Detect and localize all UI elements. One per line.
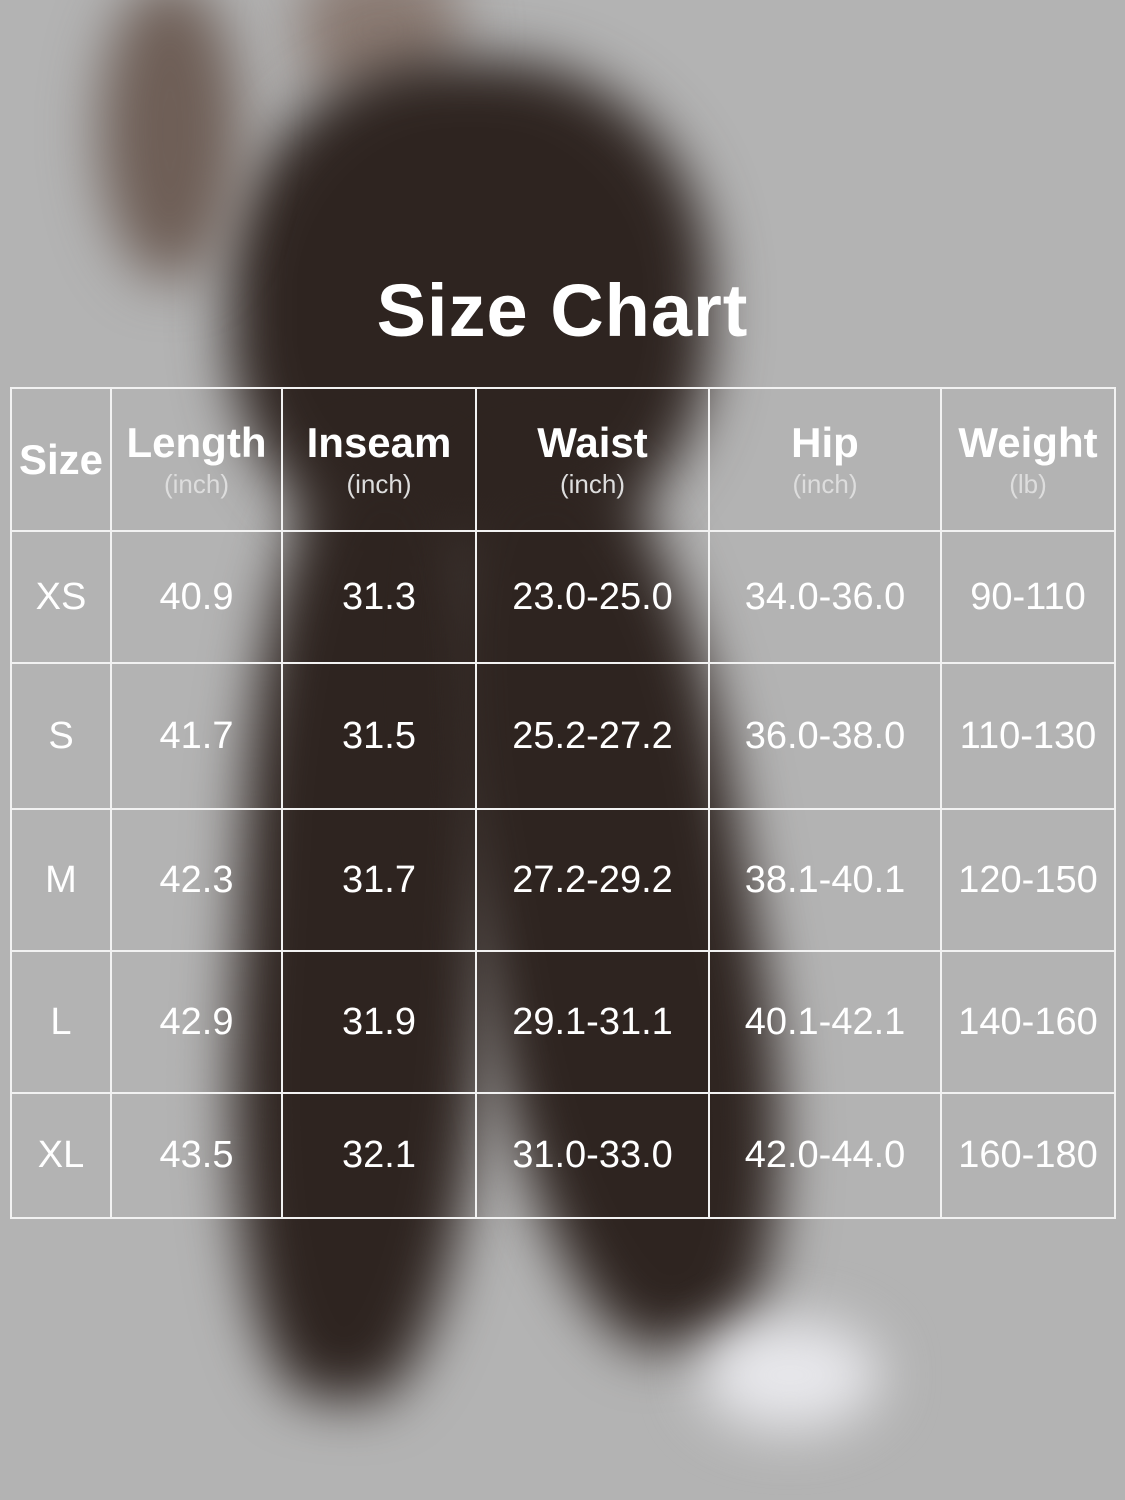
cell-size: XL bbox=[10, 1092, 112, 1219]
column-header-length: Length (inch) bbox=[110, 387, 283, 532]
page-title: Size Chart bbox=[376, 269, 749, 352]
cell-waist: 23.0-25.0 bbox=[475, 530, 710, 664]
table-row: M 42.3 31.7 27.2-29.2 38.1-40.1 120-150 bbox=[10, 808, 1116, 952]
cell-size: L bbox=[10, 950, 112, 1094]
cell-hip: 36.0-38.0 bbox=[708, 662, 942, 810]
column-header-inseam: Inseam (inch) bbox=[281, 387, 477, 532]
cell-length: 43.5 bbox=[110, 1092, 283, 1219]
cell-inseam: 31.5 bbox=[281, 662, 477, 810]
cell-waist: 25.2-27.2 bbox=[475, 662, 710, 810]
table-row: S 41.7 31.5 25.2-27.2 36.0-38.0 110-130 bbox=[10, 662, 1116, 810]
column-unit: (lb) bbox=[1009, 469, 1047, 499]
cell-hip: 40.1-42.1 bbox=[708, 950, 942, 1094]
column-header-hip: Hip (inch) bbox=[708, 387, 942, 532]
header-row: Size Length (inch) Inseam (inch) Waist (inch) H… bbox=[10, 387, 1116, 532]
cell-weight: 110-130 bbox=[940, 662, 1116, 810]
cell-hip: 34.0-36.0 bbox=[708, 530, 942, 664]
column-unit: (inch) bbox=[792, 469, 858, 499]
column-label: Waist bbox=[537, 419, 648, 466]
cell-length: 42.9 bbox=[110, 950, 283, 1094]
cell-hip: 42.0-44.0 bbox=[708, 1092, 942, 1219]
column-unit: (inch) bbox=[346, 469, 412, 499]
column-unit: (inch) bbox=[163, 469, 229, 499]
column-label: Length bbox=[126, 419, 267, 466]
cell-length: 40.9 bbox=[110, 530, 283, 664]
cell-length: 41.7 bbox=[110, 662, 283, 810]
cell-size: XS bbox=[10, 530, 112, 664]
table-row: XS 40.9 31.3 23.0-25.0 34.0-36.0 90-110 bbox=[10, 530, 1116, 664]
column-header-size: Size bbox=[10, 387, 112, 532]
cell-weight: 160-180 bbox=[940, 1092, 1116, 1219]
cell-inseam: 32.1 bbox=[281, 1092, 477, 1219]
cell-hip: 38.1-40.1 bbox=[708, 808, 942, 952]
column-header-waist: Waist (inch) bbox=[475, 387, 710, 532]
column-unit: (inch) bbox=[559, 469, 625, 499]
cell-weight: 140-160 bbox=[940, 950, 1116, 1094]
column-label: Size bbox=[18, 435, 104, 483]
column-label: Weight bbox=[958, 419, 1098, 466]
size-chart-table: Size Length (inch) Inseam (inch) Waist (inch) H… bbox=[10, 387, 1116, 1219]
column-header-weight: Weight (lb) bbox=[940, 387, 1116, 532]
table-row: XL 43.5 32.1 31.0-33.0 42.0-44.0 160-180 bbox=[10, 1092, 1116, 1219]
cell-inseam: 31.3 bbox=[281, 530, 477, 664]
column-label: Inseam bbox=[306, 419, 452, 466]
cell-waist: 29.1-31.1 bbox=[475, 950, 710, 1094]
cell-waist: 31.0-33.0 bbox=[475, 1092, 710, 1219]
column-label: Hip bbox=[791, 419, 859, 466]
cell-inseam: 31.7 bbox=[281, 808, 477, 952]
cell-waist: 27.2-29.2 bbox=[475, 808, 710, 952]
cell-inseam: 31.9 bbox=[281, 950, 477, 1094]
cell-size: S bbox=[10, 662, 112, 810]
cell-size: M bbox=[10, 808, 112, 952]
cell-weight: 120-150 bbox=[940, 808, 1116, 952]
table-row: L 42.9 31.9 29.1-31.1 40.1-42.1 140-160 bbox=[10, 950, 1116, 1094]
cell-weight: 90-110 bbox=[940, 530, 1116, 664]
cell-length: 42.3 bbox=[110, 808, 283, 952]
